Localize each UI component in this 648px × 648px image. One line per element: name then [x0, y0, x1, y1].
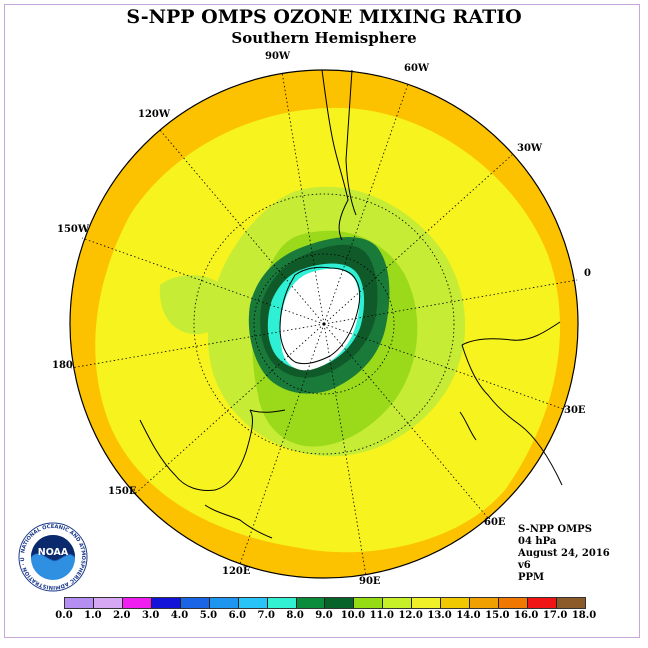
color-scale-segment — [383, 598, 413, 608]
color-scale-tick-label: 0.0 — [55, 610, 73, 621]
color-scale-segment — [528, 598, 557, 608]
color-scale-segment — [122, 598, 152, 608]
info-units: PPM — [518, 572, 545, 583]
lon-label-30w: 30W — [517, 143, 543, 154]
map-border — [69, 69, 579, 579]
lon-label-60w: 60W — [404, 63, 430, 74]
color-scale-segment — [354, 598, 384, 608]
color-scale-tick-label: 16.0 — [514, 610, 539, 621]
contour-12ppm-west — [159, 275, 232, 335]
lon-label-150e: 150E — [108, 486, 137, 497]
lon-label-180: 180 — [52, 360, 73, 371]
lon-label-90w: 90W — [265, 51, 291, 62]
color-scale-segment — [499, 598, 528, 608]
color-scale-segment — [209, 598, 239, 608]
lon-label-30e: 30E — [564, 405, 586, 416]
color-scale-tick-label: 5.0 — [199, 610, 218, 621]
madagascar — [459, 411, 477, 441]
lon-label-120w: 120W — [138, 109, 171, 120]
info-date: August 24, 2016 — [518, 548, 610, 559]
color-scale-tick-label: 11.0 — [369, 610, 394, 621]
antarctica-coast — [279, 266, 361, 365]
south-america-coast — [321, 69, 349, 241]
color-scale-segment — [556, 598, 585, 608]
color-scale-segment — [412, 598, 442, 608]
africa-coast — [461, 344, 563, 486]
coastlines — [139, 69, 563, 539]
australia-coast — [139, 409, 254, 491]
map-title: S-NPP OMPS OZONE MIXING RATIO — [126, 6, 522, 28]
color-scale-tick-label: 12.0 — [398, 610, 423, 621]
color-scale-tick-label: 3.0 — [141, 610, 160, 621]
map-subtitle: Southern Hemisphere — [231, 29, 417, 47]
color-scale-tick-label: 7.0 — [257, 610, 275, 621]
color-scale-segment — [151, 598, 181, 608]
color-scale-tick-label: 13.0 — [427, 610, 452, 621]
color-scale-tick-label: 18.0 — [571, 610, 597, 621]
color-scale-bar — [64, 597, 586, 609]
color-scale-segment — [325, 598, 355, 608]
figure-frame — [4, 4, 640, 638]
graticule — [70, 71, 578, 577]
color-scale-tick-label: 4.0 — [170, 610, 189, 621]
color-scale-ticks: 0.0 1.0 2.0 3.0 4.0 5.0 6.0 7.0 8.0 9.0 10.0 11.0 12… — [55, 610, 596, 624]
color-scale-tick-label: 17.0 — [542, 610, 568, 621]
lon-label-90e: 90E — [359, 576, 381, 587]
product-info: S-NPP OMPS 04 hPa August 24, 2016 v6 PPM — [518, 524, 610, 584]
color-scale-segment — [470, 598, 500, 608]
lon-label-60e: 60E — [484, 517, 506, 528]
color-scale-tick-label: 10.0 — [340, 610, 366, 621]
info-instrument: S-NPP OMPS — [518, 524, 592, 535]
color-scale-segment — [238, 598, 268, 608]
antarctica-nodata — [280, 268, 360, 371]
lon-label-0: 0 — [584, 268, 591, 279]
color-scale-tick-label: 15.0 — [485, 610, 510, 621]
color-scale-tick-label: 6.0 — [228, 610, 247, 621]
color-scale-segment — [267, 598, 297, 608]
ozone-field — [70, 70, 578, 578]
color-scale-segment — [180, 598, 210, 608]
color-scale-tick-label: 2.0 — [113, 610, 131, 621]
color-scale-tick-label: 14.0 — [456, 610, 481, 621]
lon-label-120e: 120E — [222, 566, 251, 577]
color-scale-tick-label: 9.0 — [315, 610, 333, 621]
lon-label-150w: 150W — [57, 224, 90, 235]
info-version: v6 — [518, 560, 531, 571]
color-scale-segment — [93, 598, 123, 608]
new-zealand — [204, 504, 273, 539]
color-scale-segment — [65, 598, 94, 608]
color-scale-segment — [296, 598, 326, 608]
color-scale-tick-label: 1.0 — [84, 610, 102, 621]
south-pole-marker — [322, 322, 326, 326]
color-scale-tick-label: 8.0 — [286, 610, 304, 621]
noaa-logo: NATIONAL OCEANIC AND ATMOSPHERIC ADMINIS… — [18, 522, 88, 592]
info-level: 04 hPa — [518, 536, 557, 547]
color-scale-segment — [441, 598, 471, 608]
svg-text:NOAA: NOAA — [38, 547, 69, 558]
